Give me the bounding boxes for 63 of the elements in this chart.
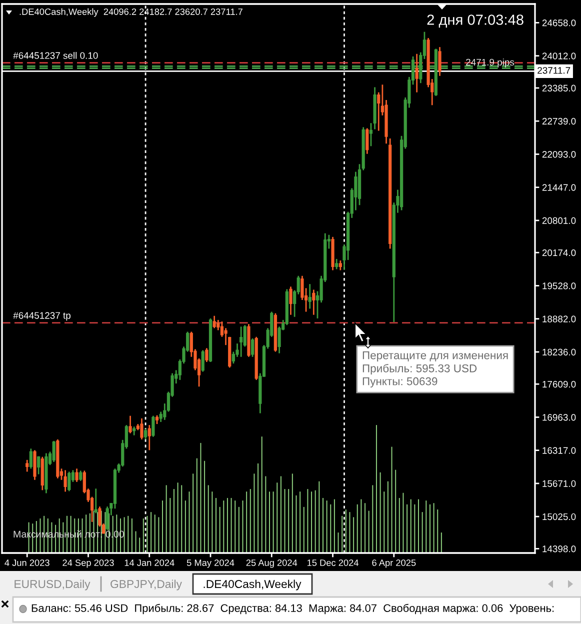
candlestick [205, 347, 208, 363]
candlestick [37, 456, 40, 475]
y-tick-label: 16963.0 [542, 414, 576, 421]
ref-line-label: #64451237 tp [13, 312, 70, 321]
candlestick [250, 338, 254, 358]
y-tick-label: 20174.0 [542, 249, 576, 256]
candlestick [212, 315, 216, 329]
y-tick-label: 18882.0 [542, 316, 576, 322]
candlestick [312, 289, 316, 316]
x-tick-label: 24 Sep 2023 [62, 559, 114, 568]
y-tick-label: 24658.0 [542, 20, 576, 26]
candlestick [338, 260, 342, 271]
candlestick [335, 258, 338, 270]
candlestick [438, 46, 442, 77]
candlestick [128, 415, 132, 434]
text: .DE40Cash,Weekly [204, 580, 302, 590]
candlestick [308, 283, 312, 310]
candlestick [64, 469, 67, 492]
y-tick-label: 24012.0 [542, 52, 576, 60]
candlestick [152, 415, 155, 438]
x-tick-label: 14 Jan 2024 [124, 559, 174, 566]
text: GBPJPY,Daily [110, 580, 182, 590]
y-tick-label: 22093.0 [542, 151, 576, 158]
y-tick-label: 18236.0 [542, 348, 576, 356]
text: EURUSD,Daily [14, 580, 90, 590]
candlestick [106, 506, 109, 531]
candlestick [216, 319, 220, 331]
chart-title: .DE40Cash,Weekly 24096.2 24182.7 23620.7 23711.7 [20, 8, 242, 17]
annotation: 2 дня 07:03:48 [427, 14, 524, 28]
candlestick [240, 326, 243, 358]
text: Баланс: 55.46 USD Прибыль: 28.67 Средства: 84.13 Маржа: 84.07 Свободная маржа: 0.06 Уровень: [32, 604, 554, 614]
candlestick [26, 459, 29, 472]
candlestick [201, 350, 204, 372]
candlestick [52, 440, 56, 463]
y-tick-label: 14398.0 [542, 546, 576, 552]
y-tick-label: 20801.0 [542, 217, 576, 224]
candlestick [29, 448, 32, 470]
x-tick-label: 15 Dec 2024 [307, 559, 358, 566]
x-tick-label: 25 Aug 2024 [246, 559, 298, 568]
candlestick [144, 428, 148, 440]
candlestick [75, 468, 78, 483]
x-tick-label: 5 May 2024 [186, 559, 234, 568]
y-tick-label: 17609.0 [542, 380, 576, 388]
y-tick-label: 15025.0 [542, 513, 576, 520]
candlestick [415, 53, 418, 94]
candlestick [366, 128, 369, 155]
y-tick-label: 21447.0 [542, 184, 576, 191]
y-tick-label: 22739.0 [542, 118, 576, 125]
candlestick [289, 286, 292, 316]
x-tick-label: 6 Apr 2025 [372, 559, 416, 568]
candlestick [140, 418, 144, 440]
y-tick-label: 15671.0 [542, 480, 576, 487]
candlestick [94, 488, 98, 514]
y-tick-label: 16317.0 [542, 447, 576, 454]
candlestick [148, 424, 151, 451]
candlestick [79, 470, 82, 482]
x-tick-label: 4 Jun 2023 [4, 559, 50, 566]
y-tick-label: 19528.0 [542, 282, 576, 290]
ref-line-label: 23711.7 [538, 67, 570, 74]
y-tick-label: 23385.0 [542, 84, 576, 92]
candlestick [68, 471, 71, 492]
ref-line-label: #64451237 sell 0.10 [13, 52, 98, 59]
annotation: Перетащите для изменения Прибыль: 595.33 USD Пункты: 50639 [362, 351, 508, 388]
